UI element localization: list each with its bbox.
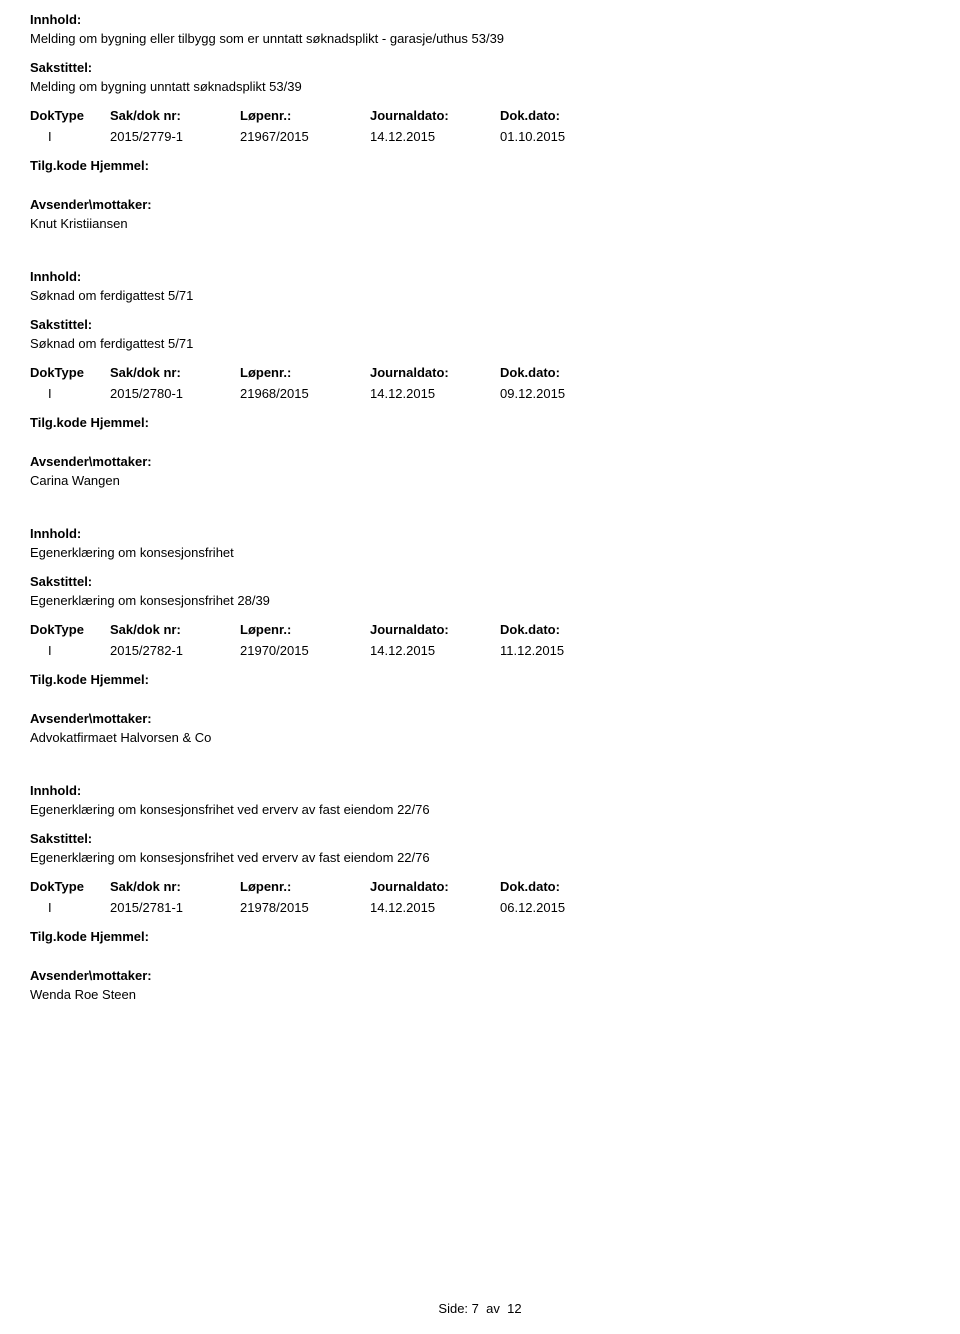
table-header: DokType Sak/dok nr: Løpenr.: Journaldato… bbox=[30, 622, 930, 637]
sakstittel-value: Søknad om ferdigattest 5/71 bbox=[30, 336, 930, 351]
avsender-value: Knut Kristiiansen bbox=[30, 216, 930, 231]
page-footer: Side: 7 av 12 bbox=[0, 1301, 960, 1316]
sakstittel-value: Melding om bygning unntatt søknadsplikt … bbox=[30, 79, 930, 94]
dokdato-value: 09.12.2015 bbox=[500, 386, 630, 401]
dokdato-header: Dok.dato: bbox=[500, 365, 630, 380]
lopenr-value: 21968/2015 bbox=[240, 386, 370, 401]
avsender-label: Avsender\mottaker: bbox=[30, 711, 930, 726]
footer-side-label: Side: bbox=[438, 1301, 468, 1316]
doktype-value: I bbox=[30, 129, 110, 144]
sakdoknr-header: Sak/dok nr: bbox=[110, 622, 240, 637]
tilgkode-label: Tilg.kode bbox=[30, 415, 87, 430]
innhold-label: Innhold: bbox=[30, 783, 930, 798]
tilgkode-hjemmel: Tilg.kode Hjemmel: bbox=[30, 415, 930, 430]
avsender-label: Avsender\mottaker: bbox=[30, 197, 930, 212]
innhold-value: Melding om bygning eller tilbygg som er … bbox=[30, 31, 930, 46]
table-row: I 2015/2782-1 21970/2015 14.12.2015 11.1… bbox=[30, 643, 930, 658]
sakstittel-label: Sakstittel: bbox=[30, 60, 930, 75]
innhold-label: Innhold: bbox=[30, 12, 930, 27]
sakdoknr-value: 2015/2779-1 bbox=[110, 129, 240, 144]
innhold-value: Egenerklæring om konsesjonsfrihet bbox=[30, 545, 930, 560]
journaldato-value: 14.12.2015 bbox=[370, 643, 500, 658]
sakstittel-label: Sakstittel: bbox=[30, 574, 930, 589]
sakdoknr-header: Sak/dok nr: bbox=[110, 365, 240, 380]
lopenr-value: 21970/2015 bbox=[240, 643, 370, 658]
tilgkode-hjemmel: Tilg.kode Hjemmel: bbox=[30, 158, 930, 173]
dokdato-value: 11.12.2015 bbox=[500, 643, 630, 658]
hjemmel-label: Hjemmel: bbox=[90, 158, 149, 173]
table-row: I 2015/2779-1 21967/2015 14.12.2015 01.1… bbox=[30, 129, 930, 144]
sakstittel-label: Sakstittel: bbox=[30, 831, 930, 846]
lopenr-value: 21967/2015 bbox=[240, 129, 370, 144]
journaldato-value: 14.12.2015 bbox=[370, 386, 500, 401]
avsender-label: Avsender\mottaker: bbox=[30, 968, 930, 983]
table-header: DokType Sak/dok nr: Løpenr.: Journaldato… bbox=[30, 365, 930, 380]
journal-entry: Innhold: Egenerklæring om konsesjonsfrih… bbox=[30, 783, 930, 1002]
doktype-header: DokType bbox=[30, 879, 110, 894]
sakdoknr-value: 2015/2780-1 bbox=[110, 386, 240, 401]
doktype-value: I bbox=[30, 900, 110, 915]
journaldato-header: Journaldato: bbox=[370, 622, 500, 637]
sakdoknr-value: 2015/2782-1 bbox=[110, 643, 240, 658]
journaldato-header: Journaldato: bbox=[370, 108, 500, 123]
journal-entry: Innhold: Søknad om ferdigattest 5/71 Sak… bbox=[30, 269, 930, 488]
journaldato-value: 14.12.2015 bbox=[370, 900, 500, 915]
dokdato-header: Dok.dato: bbox=[500, 622, 630, 637]
doktype-value: I bbox=[30, 386, 110, 401]
lopenr-header: Løpenr.: bbox=[240, 108, 370, 123]
avsender-label: Avsender\mottaker: bbox=[30, 454, 930, 469]
innhold-label: Innhold: bbox=[30, 526, 930, 541]
journal-entry: Innhold: Melding om bygning eller tilbyg… bbox=[30, 12, 930, 231]
dokdato-value: 01.10.2015 bbox=[500, 129, 630, 144]
innhold-label: Innhold: bbox=[30, 269, 930, 284]
doktype-header: DokType bbox=[30, 108, 110, 123]
table-header: DokType Sak/dok nr: Løpenr.: Journaldato… bbox=[30, 879, 930, 894]
journal-entry: Innhold: Egenerklæring om konsesjonsfrih… bbox=[30, 526, 930, 745]
sakstittel-value: Egenerklæring om konsesjonsfrihet ved er… bbox=[30, 850, 930, 865]
avsender-value: Wenda Roe Steen bbox=[30, 987, 930, 1002]
tilgkode-label: Tilg.kode bbox=[30, 158, 87, 173]
table-header: DokType Sak/dok nr: Løpenr.: Journaldato… bbox=[30, 108, 930, 123]
tilgkode-hjemmel: Tilg.kode Hjemmel: bbox=[30, 929, 930, 944]
journaldato-value: 14.12.2015 bbox=[370, 129, 500, 144]
sakstittel-label: Sakstittel: bbox=[30, 317, 930, 332]
journaldato-header: Journaldato: bbox=[370, 879, 500, 894]
tilgkode-hjemmel: Tilg.kode Hjemmel: bbox=[30, 672, 930, 687]
footer-av: av bbox=[486, 1301, 500, 1316]
table-row: I 2015/2781-1 21978/2015 14.12.2015 06.1… bbox=[30, 900, 930, 915]
dokdato-header: Dok.dato: bbox=[500, 108, 630, 123]
footer-current-page: 7 bbox=[472, 1301, 479, 1316]
sakstittel-value: Egenerklæring om konsesjonsfrihet 28/39 bbox=[30, 593, 930, 608]
lopenr-header: Løpenr.: bbox=[240, 622, 370, 637]
avsender-value: Carina Wangen bbox=[30, 473, 930, 488]
doktype-value: I bbox=[30, 643, 110, 658]
tilgkode-label: Tilg.kode bbox=[30, 672, 87, 687]
lopenr-header: Løpenr.: bbox=[240, 365, 370, 380]
journaldato-header: Journaldato: bbox=[370, 365, 500, 380]
sakdoknr-header: Sak/dok nr: bbox=[110, 879, 240, 894]
hjemmel-label: Hjemmel: bbox=[90, 415, 149, 430]
table-row: I 2015/2780-1 21968/2015 14.12.2015 09.1… bbox=[30, 386, 930, 401]
dokdato-value: 06.12.2015 bbox=[500, 900, 630, 915]
doktype-header: DokType bbox=[30, 622, 110, 637]
lopenr-value: 21978/2015 bbox=[240, 900, 370, 915]
innhold-value: Egenerklæring om konsesjonsfrihet ved er… bbox=[30, 802, 930, 817]
tilgkode-label: Tilg.kode bbox=[30, 929, 87, 944]
innhold-value: Søknad om ferdigattest 5/71 bbox=[30, 288, 930, 303]
hjemmel-label: Hjemmel: bbox=[90, 672, 149, 687]
sakdoknr-header: Sak/dok nr: bbox=[110, 108, 240, 123]
footer-total-pages: 12 bbox=[507, 1301, 521, 1316]
avsender-value: Advokatfirmaet Halvorsen & Co bbox=[30, 730, 930, 745]
sakdoknr-value: 2015/2781-1 bbox=[110, 900, 240, 915]
lopenr-header: Løpenr.: bbox=[240, 879, 370, 894]
hjemmel-label: Hjemmel: bbox=[90, 929, 149, 944]
dokdato-header: Dok.dato: bbox=[500, 879, 630, 894]
doktype-header: DokType bbox=[30, 365, 110, 380]
